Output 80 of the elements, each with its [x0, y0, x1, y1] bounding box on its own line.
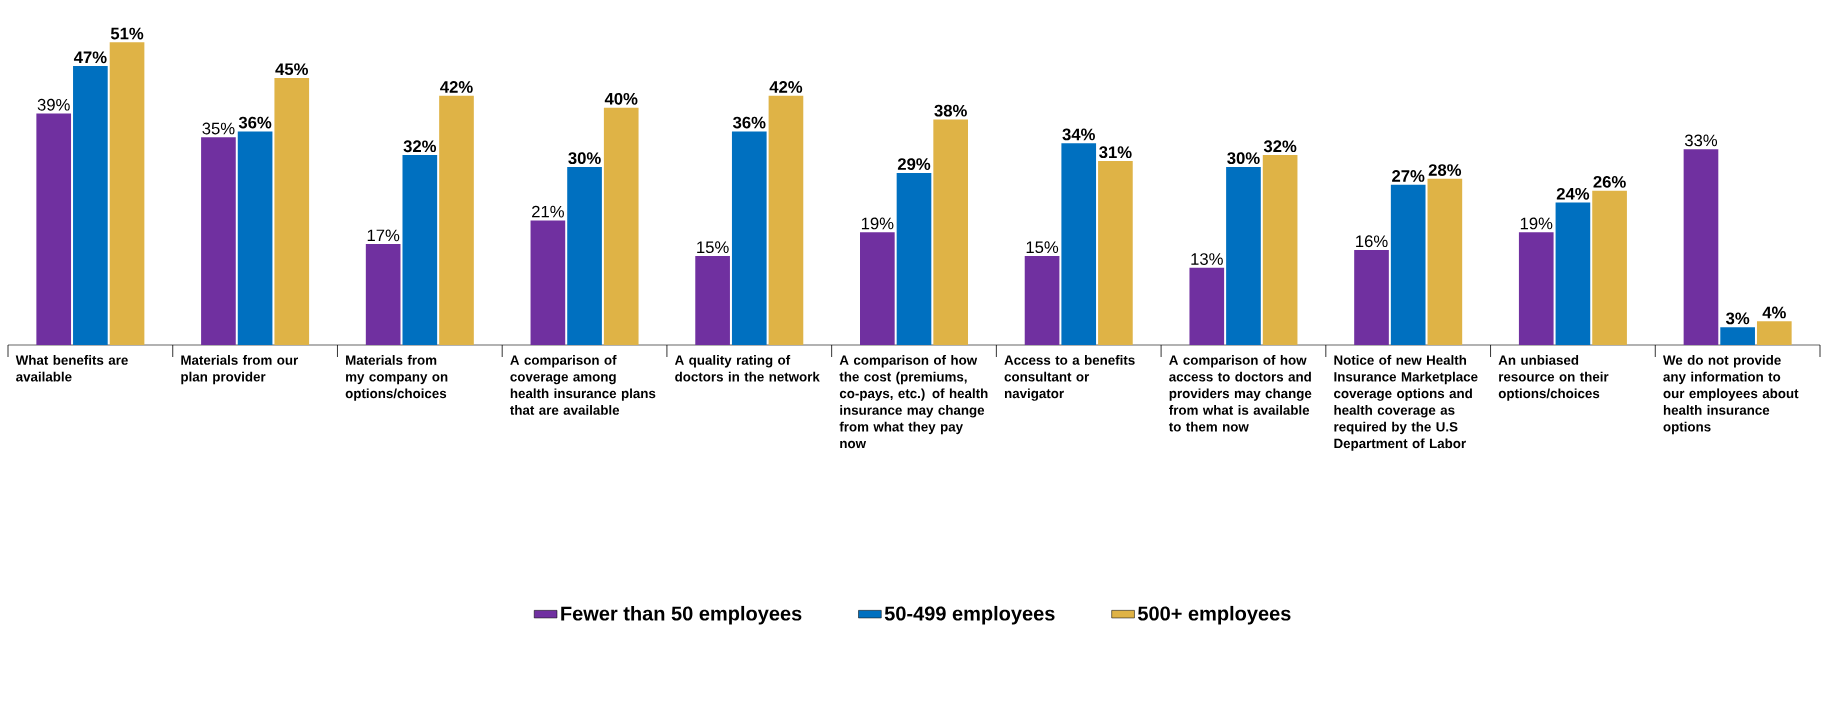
- bar: [109, 42, 145, 346]
- data-label: 30%: [1227, 152, 1260, 165]
- data-label: 30%: [568, 152, 601, 165]
- bar: [1061, 143, 1097, 346]
- data-label: 33%: [1684, 134, 1718, 147]
- bar: [439, 95, 474, 346]
- bar: [1592, 190, 1627, 346]
- bar: [274, 77, 310, 346]
- data-label: 42%: [440, 81, 473, 93]
- x-tick-label: A comparison of how access to doctors and providers may change from what is available to them now: [1168, 355, 1312, 432]
- bar: [1427, 178, 1463, 346]
- bar: [768, 95, 804, 346]
- data-label: 45%: [275, 63, 309, 76]
- x-tick-label: Materials from my company on options/choices: [345, 355, 448, 401]
- bar: [1720, 327, 1755, 346]
- data-label: 16%: [1356, 235, 1388, 248]
- bar: [1518, 232, 1554, 346]
- bar: [402, 155, 438, 346]
- data-label: 27%: [1392, 170, 1425, 182]
- data-label: 15%: [697, 241, 729, 254]
- bar: [731, 131, 767, 346]
- data-label: 21%: [532, 205, 564, 218]
- bar: [201, 137, 236, 346]
- bar: [1390, 184, 1426, 346]
- data-label: 34%: [1062, 128, 1095, 141]
- x-tick-label: Materials from our plan provider: [181, 355, 299, 385]
- legend-label: Fewer than 50 employees: [561, 605, 802, 625]
- data-label: 19%: [1520, 217, 1553, 230]
- data-label: 47%: [73, 51, 107, 64]
- data-label: 19%: [861, 217, 894, 230]
- x-tick-label: A comparison of coverage among health insurance plans that are available: [510, 355, 656, 415]
- bar: [73, 66, 108, 346]
- data-label: 3%: [1725, 312, 1750, 325]
- bar: [1262, 155, 1298, 346]
- bar: [695, 256, 730, 346]
- bar: [1555, 202, 1591, 346]
- data-label: 28%: [1428, 164, 1462, 176]
- bar: [237, 131, 273, 346]
- bar: [896, 172, 932, 346]
- bar: [1683, 149, 1719, 346]
- bar: [365, 244, 401, 346]
- data-label: 26%: [1593, 176, 1626, 188]
- x-tick-label: A quality rating of doctors in the network: [674, 355, 820, 382]
- data-label: 13%: [1191, 253, 1223, 265]
- data-label: 32%: [1263, 140, 1297, 153]
- x-tick-label: An unbiased resource on their options/choices: [1498, 355, 1609, 401]
- data-label: 15%: [1026, 241, 1059, 254]
- bar: [36, 113, 72, 346]
- data-label: 35%: [202, 122, 235, 135]
- bar: [603, 107, 639, 346]
- data-label: 36%: [238, 116, 272, 129]
- data-label: 17%: [367, 229, 400, 242]
- x-tick-label: Notice of new Health Insurance Marketplace coverage options and health coverage as required by the U.S Department of Labor: [1334, 355, 1478, 451]
- bar: [933, 119, 968, 346]
- bar: [1024, 256, 1060, 346]
- bar: [860, 232, 895, 346]
- data-label: 51%: [110, 27, 144, 40]
- data-label: 29%: [897, 158, 931, 170]
- bar: [1098, 161, 1133, 346]
- bar: [567, 166, 602, 346]
- x-tick-label: We do not provide any information to our employees about health insurance options: [1662, 355, 1799, 435]
- x-tick-label: A comparison of how the cost (premiums, co-pays, etc.) of health insurance may change from what they pay now: [839, 355, 988, 449]
- data-label: 40%: [604, 92, 638, 105]
- x-tick-label: Access to a benefits consultant or navigator: [1004, 355, 1135, 401]
- data-label: 24%: [1556, 187, 1590, 200]
- data-label: 42%: [769, 81, 803, 93]
- bar: [1226, 166, 1261, 346]
- legend-label: 500+ employees: [1137, 605, 1291, 625]
- data-label: 4%: [1762, 306, 1786, 319]
- bar: [1354, 250, 1389, 346]
- bar: [1756, 321, 1792, 346]
- data-label: 32%: [403, 140, 437, 153]
- bar: [1189, 267, 1225, 346]
- bar: [530, 220, 566, 346]
- data-label: 39%: [37, 98, 70, 111]
- x-tick-label: What benefits are available: [15, 355, 128, 382]
- data-label: 36%: [732, 116, 766, 129]
- legend-label: 50-499 employees: [884, 605, 1055, 625]
- data-label: 38%: [934, 104, 967, 117]
- data-label: 31%: [1099, 146, 1132, 159]
